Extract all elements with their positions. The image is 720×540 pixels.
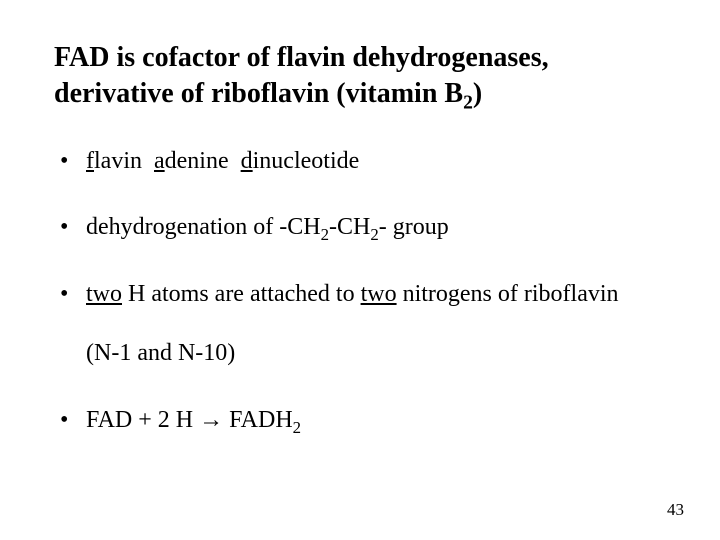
title-line-2: derivative of riboflavin (vitamin B2)	[54, 76, 666, 112]
b1-w3-first: d	[241, 148, 253, 174]
bullet-4: FAD + 2 H → FADH2	[58, 405, 666, 436]
b4-b: FADH	[223, 407, 293, 433]
slide: FAD is cofactor of flavin dehydrogenases…	[0, 0, 720, 540]
b3-sub-line: (N-1 and N-10)	[86, 340, 235, 366]
slide-title: FAD is cofactor of flavin dehydrogenases…	[54, 40, 666, 112]
b4-sub: 2	[293, 417, 301, 436]
bullet-list: flavin adenine dinucleotide dehydrogenat…	[54, 146, 666, 436]
title-line-2-a: derivative of riboflavin (vitamin B	[54, 78, 463, 109]
b3-two2: two	[361, 281, 397, 307]
bullet-2: dehydrogenation of -CH2-CH2- group	[58, 212, 666, 243]
b2-b: -CH	[329, 214, 370, 240]
b1-w2-first: a	[154, 148, 165, 174]
b1-w1-first: f	[86, 148, 94, 174]
b4-a: FAD + 2 H	[86, 407, 199, 433]
title-line-1: FAD is cofactor of flavin dehydrogenases…	[54, 40, 666, 76]
b1-w1-rest: lavin	[94, 148, 142, 174]
b2-sub2: 2	[370, 225, 378, 244]
b1-w3-rest: inucleotide	[253, 148, 360, 174]
b2-c: - group	[379, 214, 449, 240]
arrow-icon: →	[199, 407, 223, 433]
bullet-3: two H atoms are attached to two nitrogen…	[58, 279, 666, 368]
b3-a: H atoms are attached to	[122, 281, 361, 307]
b2-a: dehydrogenation of -CH	[86, 214, 321, 240]
bullet-1: flavin adenine dinucleotide	[58, 146, 666, 177]
b3-b: nitrogens of riboflavin	[397, 281, 619, 307]
page-number: 43	[667, 500, 684, 520]
b2-sub1: 2	[321, 225, 329, 244]
b1-w2-rest: denine	[165, 148, 229, 174]
title-line-2-sub: 2	[463, 92, 473, 113]
b3-two1: two	[86, 281, 122, 307]
title-line-2-b: )	[473, 78, 482, 109]
